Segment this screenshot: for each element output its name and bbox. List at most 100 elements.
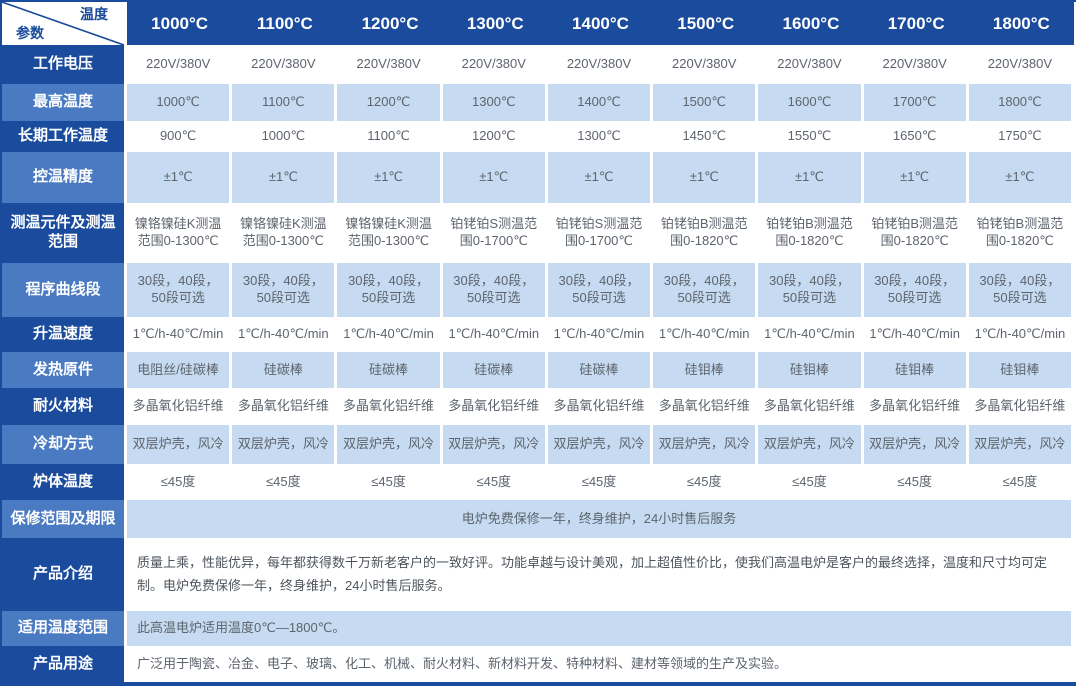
spec-cell: 双层炉壳，风冷 (442, 425, 548, 464)
spec-cell: 220V/380V (442, 45, 548, 84)
spec-cell: 多晶氧化铝纤维 (442, 388, 548, 425)
row-label: 产品介绍 (2, 538, 127, 611)
spec-cell: 220V/380V (653, 45, 759, 84)
row-label: 控温精度 (2, 152, 127, 203)
spec-cell: ≤45度 (127, 464, 233, 500)
row-label: 冷却方式 (2, 425, 127, 464)
spec-cell: 1℃/h-40℃/min (968, 317, 1074, 352)
spec-cell: 30段，40段， 50段可选 (337, 263, 443, 317)
spec-cell: 铂铑铂B测温范围0-1820℃ (758, 203, 864, 263)
row-label: 升温速度 (2, 317, 127, 352)
row-label: 炉体温度 (2, 464, 127, 500)
spec-cell: 铂铑铂B测温范围0-1820℃ (863, 203, 969, 263)
span-cell: 此高温电炉适用温度0℃—1800℃。 (127, 611, 1074, 646)
span-cell: 广泛用于陶瓷、冶金、电子、玻璃、化工、机械、耐火材料、新材料开发、特种材料、建材… (127, 646, 1074, 682)
column-header: 1300°C (442, 2, 548, 45)
spec-cell: 1℃/h-40℃/min (653, 317, 759, 352)
row-label: 工作电压 (2, 45, 127, 84)
spec-cell: ≤45度 (547, 464, 654, 500)
spec-cell: 30段，40段， 50段可选 (127, 263, 233, 317)
column-header: 1700°C (863, 2, 969, 45)
row-label: 程序曲线段 (2, 263, 127, 317)
spec-cell: 1750℃ (968, 121, 1074, 152)
spec-cell: 30段，40段， 50段可选 (863, 263, 969, 317)
row-label: 保修范围及期限 (2, 500, 127, 538)
spec-cell: 硅碳棒 (442, 352, 548, 388)
spec-cell: 电阻丝/硅碳棒 (127, 352, 233, 388)
spec-cell: 双层炉壳，风冷 (653, 425, 759, 464)
spec-cell: ≤45度 (232, 464, 338, 500)
row-label: 耐火材料 (2, 388, 127, 425)
spec-cell: ±1℃ (653, 152, 759, 203)
column-header: 1800°C (968, 2, 1074, 45)
spec-cell: 多晶氧化铝纤维 (758, 388, 864, 425)
spec-cell: 1500℃ (653, 84, 759, 121)
spec-cell: 1℃/h-40℃/min (127, 317, 233, 352)
corner-cell: 温度 参数 (2, 2, 127, 45)
spec-cell: 900℃ (127, 121, 233, 152)
spec-cell: 双层炉壳，风冷 (758, 425, 864, 464)
spec-cell: 多晶氧化铝纤维 (968, 388, 1074, 425)
spec-cell: 1300℃ (442, 84, 548, 121)
spec-cell: 30段，40段， 50段可选 (232, 263, 338, 317)
spec-cell: ±1℃ (232, 152, 338, 203)
spec-cell: 1700℃ (863, 84, 969, 121)
spec-cell: 1800℃ (968, 84, 1074, 121)
spec-cell: 多晶氧化铝纤维 (127, 388, 233, 425)
spec-cell: 220V/380V (127, 45, 233, 84)
spec-cell: 镍铬镍硅K测温范围0-1300℃ (127, 203, 233, 263)
spec-cell: ±1℃ (337, 152, 443, 203)
spec-cell: 1000℃ (232, 121, 338, 152)
spec-cell: ±1℃ (758, 152, 864, 203)
corner-label-temperature: 温度 (80, 6, 108, 22)
spec-cell: 镍铬镍硅K测温范围0-1300℃ (232, 203, 338, 263)
spec-cell: 铂铑铂S测温范围0-1700℃ (547, 203, 654, 263)
spec-cell: 1200℃ (337, 84, 443, 121)
column-header: 1100°C (232, 2, 338, 45)
spec-cell: 1000℃ (127, 84, 233, 121)
column-header: 1500°C (653, 2, 759, 45)
spec-cell: 220V/380V (863, 45, 969, 84)
spec-cell: 1550℃ (758, 121, 864, 152)
row-label: 适用温度范围 (2, 611, 127, 646)
spec-cell: 1100℃ (337, 121, 443, 152)
spec-cell: ≤45度 (968, 464, 1074, 500)
spec-cell: 硅钼棒 (863, 352, 969, 388)
spec-cell: 双层炉壳，风冷 (968, 425, 1074, 464)
corner-label-parameter: 参数 (16, 25, 44, 41)
spec-cell: 双层炉壳，风冷 (547, 425, 654, 464)
spec-cell: 220V/380V (232, 45, 338, 84)
spec-cell: 多晶氧化铝纤维 (337, 388, 443, 425)
spec-cell: 硅碳棒 (547, 352, 654, 388)
spec-cell: ±1℃ (968, 152, 1074, 203)
spec-cell: 1650℃ (863, 121, 969, 152)
spec-cell: 硅碳棒 (337, 352, 443, 388)
spec-cell: 30段，40段， 50段可选 (968, 263, 1074, 317)
spec-cell: 220V/380V (337, 45, 443, 84)
row-label: 测温元件及测温范围 (2, 203, 127, 263)
column-header: 1000°C (127, 2, 233, 45)
spec-cell: 多晶氧化铝纤维 (653, 388, 759, 425)
diagonal-divider-icon (2, 2, 124, 45)
spec-cell: ≤45度 (863, 464, 969, 500)
spec-cell: 双层炉壳，风冷 (232, 425, 338, 464)
spec-cell: ±1℃ (863, 152, 969, 203)
spec-cell: 1200℃ (442, 121, 548, 152)
spec-cell: ≤45度 (442, 464, 548, 500)
spec-cell: 硅钼棒 (968, 352, 1074, 388)
spec-cell: 1℃/h-40℃/min (442, 317, 548, 352)
spec-cell: 30段，40段， 50段可选 (653, 263, 759, 317)
spec-cell: 硅钼棒 (653, 352, 759, 388)
spec-cell: ±1℃ (442, 152, 548, 203)
spec-cell: 30段，40段， 50段可选 (758, 263, 864, 317)
spec-cell: ≤45度 (337, 464, 443, 500)
spec-cell: ±1℃ (547, 152, 654, 203)
spec-cell: 1300℃ (547, 121, 654, 152)
row-label: 长期工作温度 (2, 121, 127, 152)
spec-cell: 双层炉壳，风冷 (127, 425, 233, 464)
spec-cell: 硅钼棒 (758, 352, 864, 388)
spec-cell: 多晶氧化铝纤维 (232, 388, 338, 425)
spec-cell: 1℃/h-40℃/min (758, 317, 864, 352)
spec-cell: 硅碳棒 (232, 352, 338, 388)
